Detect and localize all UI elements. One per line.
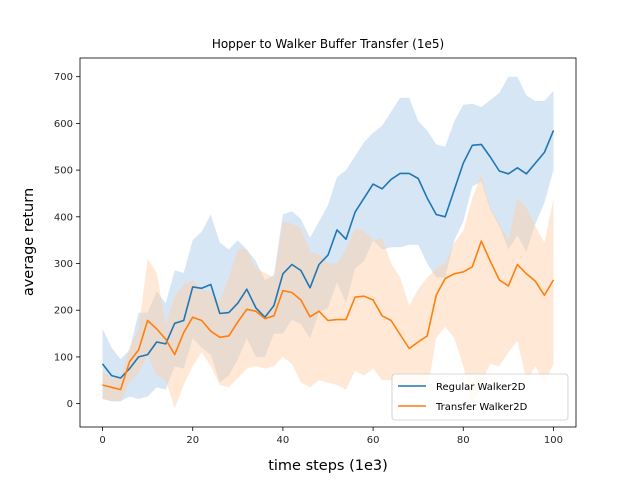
- series-lines: [101, 130, 555, 391]
- plot-frame: [79, 57, 577, 428]
- series-2-line: [102, 240, 555, 391]
- x-tick-label: 80: [457, 435, 470, 446]
- legend-box: [391, 373, 569, 421]
- y-tick-label: 200: [54, 306, 73, 317]
- x-tick-label: 60: [367, 435, 380, 446]
- x-tick-label: 40: [277, 435, 290, 446]
- y-axis-ticks: 0 100 200 300 400 500 600 700: [54, 72, 80, 410]
- y-tick-label: 400: [54, 212, 73, 223]
- y-tick-label: 600: [54, 119, 73, 130]
- y-tick-label: 300: [54, 259, 73, 270]
- x-tick-label: 0: [99, 435, 105, 446]
- y-tick-label: 700: [54, 72, 73, 83]
- y-tick-label: 500: [54, 166, 73, 177]
- series-1-line: [101, 130, 555, 379]
- y-axis-label: average return: [21, 188, 37, 296]
- legend-label-2: Transfer Walker2D: [435, 402, 528, 413]
- confidence-bands: [102, 76, 554, 409]
- x-tick-label: 100: [544, 435, 563, 446]
- legend-label-1: Regular Walker2D: [436, 382, 526, 393]
- chart-title: Hopper to Walker Buffer Transfer (1e5): [212, 37, 444, 51]
- series-1-band: [102, 76, 554, 402]
- y-tick-label: 0: [67, 399, 73, 410]
- x-axis-label: time steps (1e3): [268, 458, 388, 474]
- legend: Regular Walker2D Transfer Walker2D: [391, 373, 569, 421]
- x-axis-ticks: 0 20 40 60 80 100: [99, 427, 563, 446]
- x-tick-label: 20: [186, 435, 199, 446]
- y-tick-label: 100: [54, 352, 73, 363]
- series-2-band: [102, 174, 554, 409]
